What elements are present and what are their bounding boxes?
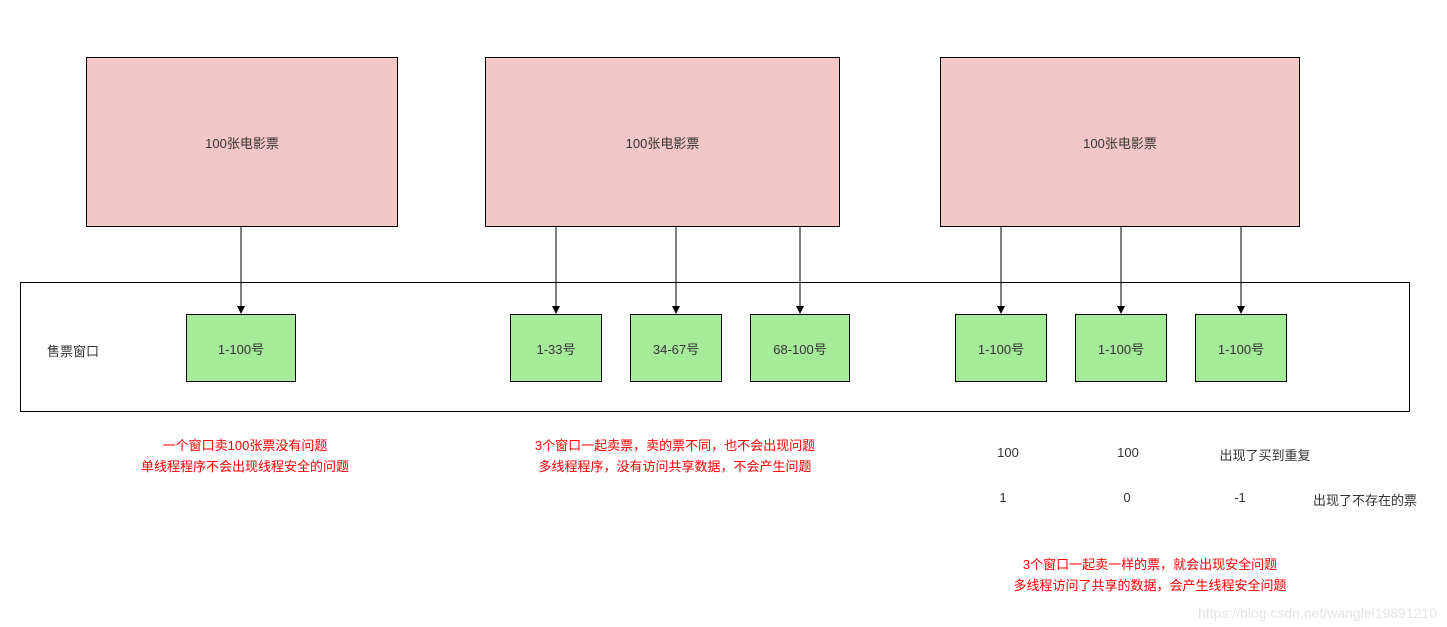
caption-1: 一个窗口卖100张票没有问题 单线程程序不会出现线程安全的问题 — [95, 436, 395, 478]
window-box-4: 68-100号 — [750, 314, 850, 382]
caption-3-line2: 多线程访问了共享的数据，会产生线程安全问题 — [975, 576, 1325, 597]
table-r2c3: -1 — [1225, 490, 1255, 505]
diagram-canvas: 100张电影票 100张电影票 100张电影票 售票窗口 1-100号 1-33… — [0, 0, 1447, 627]
table-r1c1: 100 — [988, 445, 1028, 460]
window-label-3: 34-67号 — [653, 339, 699, 358]
ticket-pool-label-2: 100张电影票 — [626, 133, 700, 152]
window-box-3: 34-67号 — [630, 314, 722, 382]
table-r2c4: 出现了不存在的票 — [1295, 490, 1435, 509]
window-box-6: 1-100号 — [1075, 314, 1167, 382]
caption-1-line1: 一个窗口卖100张票没有问题 — [95, 436, 395, 457]
caption-3: 3个窗口一起卖一样的票，就会出现安全问题 多线程访问了共享的数据，会产生线程安全… — [975, 555, 1325, 597]
table-r2c1: 1 — [993, 490, 1013, 505]
ticket-pool-box-2: 100张电影票 — [485, 57, 840, 227]
watermark: https://blog.csdn.net/wanglei19891210 — [1198, 605, 1437, 621]
caption-1-line2: 单线程程序不会出现线程安全的问题 — [95, 457, 395, 478]
ticket-pool-box-1: 100张电影票 — [86, 57, 398, 227]
container-label: 售票窗口 — [47, 341, 99, 360]
window-label-2: 1-33号 — [536, 339, 575, 358]
caption-3-line1: 3个窗口一起卖一样的票，就会出现安全问题 — [975, 555, 1325, 576]
table-r2c2: 0 — [1117, 490, 1137, 505]
window-label-6: 1-100号 — [1098, 339, 1144, 358]
window-label-4: 68-100号 — [773, 339, 826, 358]
table-r1c3: 出现了买到重复 — [1200, 445, 1330, 464]
window-box-2: 1-33号 — [510, 314, 602, 382]
table-r1c2: 100 — [1108, 445, 1148, 460]
window-label-1: 1-100号 — [218, 339, 264, 358]
caption-2-line2: 多线程程序，没有访问共享数据，不会产生问题 — [500, 457, 850, 478]
window-box-7: 1-100号 — [1195, 314, 1287, 382]
ticket-pool-label-3: 100张电影票 — [1083, 133, 1157, 152]
window-box-5: 1-100号 — [955, 314, 1047, 382]
window-label-5: 1-100号 — [978, 339, 1024, 358]
caption-2-line1: 3个窗口一起卖票，卖的票不同，也不会出现问题 — [500, 436, 850, 457]
window-label-7: 1-100号 — [1218, 339, 1264, 358]
caption-2: 3个窗口一起卖票，卖的票不同，也不会出现问题 多线程程序，没有访问共享数据，不会… — [500, 436, 850, 478]
window-box-1: 1-100号 — [186, 314, 296, 382]
ticket-pool-box-3: 100张电影票 — [940, 57, 1300, 227]
ticket-pool-label-1: 100张电影票 — [205, 133, 279, 152]
